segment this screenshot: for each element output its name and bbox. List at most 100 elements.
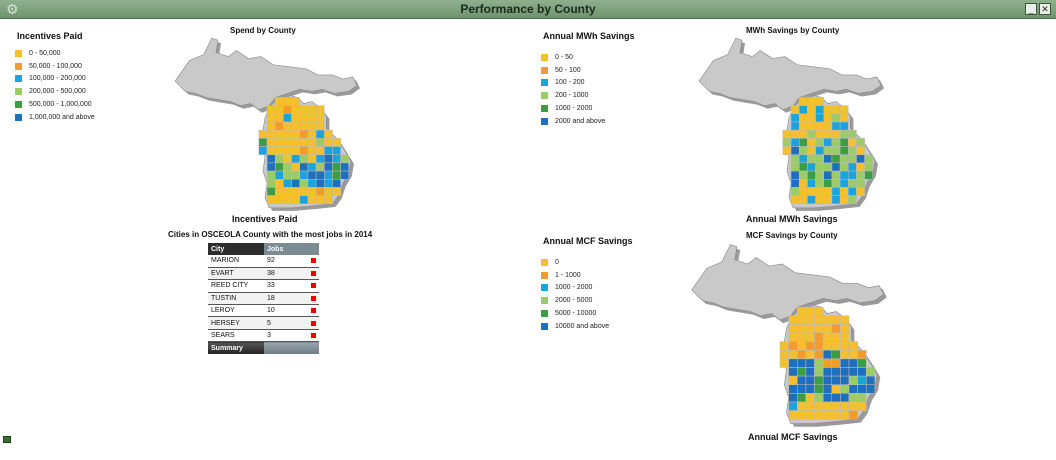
county-cell[interactable] xyxy=(807,154,816,164)
county-cell[interactable] xyxy=(839,113,849,123)
county-cell[interactable] xyxy=(848,367,858,377)
county-cell[interactable] xyxy=(839,146,849,155)
county-cell[interactable] xyxy=(814,332,824,342)
county-cell[interactable] xyxy=(805,367,815,377)
county-cell[interactable] xyxy=(848,384,858,394)
county-cell[interactable] xyxy=(299,121,309,131)
county-cell[interactable] xyxy=(848,349,858,360)
county-cell[interactable] xyxy=(274,154,284,164)
county-cell[interactable] xyxy=(822,349,833,360)
county-cell[interactable] xyxy=(805,332,815,342)
county-cell[interactable] xyxy=(822,401,833,411)
county-cell[interactable] xyxy=(798,154,808,164)
county-cell[interactable] xyxy=(324,146,333,155)
county-cell[interactable] xyxy=(815,154,825,164)
county-cell[interactable] xyxy=(814,375,824,386)
county-cell[interactable] xyxy=(814,358,824,368)
column-header-city[interactable]: City xyxy=(208,243,264,255)
county-cell[interactable] xyxy=(790,146,800,155)
county-cell[interactable] xyxy=(790,154,800,164)
county-cell[interactable] xyxy=(315,154,325,164)
county-cell[interactable] xyxy=(258,138,268,147)
close-button[interactable]: ✕ xyxy=(1039,3,1051,15)
county-cell[interactable] xyxy=(807,178,816,188)
county-cell[interactable] xyxy=(823,154,833,164)
county-cell[interactable] xyxy=(798,105,808,115)
county-cell[interactable] xyxy=(840,349,850,360)
county-cell[interactable] xyxy=(283,195,292,205)
county-cell[interactable] xyxy=(831,358,841,368)
county-cell[interactable] xyxy=(307,178,317,188)
county-cell[interactable] xyxy=(840,341,850,351)
county-cell[interactable] xyxy=(788,341,798,351)
county-cell[interactable] xyxy=(291,154,301,164)
county-cell[interactable] xyxy=(815,138,825,147)
county-cell[interactable] xyxy=(266,178,276,188)
county-cell[interactable] xyxy=(814,401,824,411)
county-cell[interactable] xyxy=(291,105,301,115)
county-cell[interactable] xyxy=(805,341,815,351)
county-cell[interactable] xyxy=(788,324,798,334)
county-cell[interactable] xyxy=(815,187,825,196)
county-cell[interactable] xyxy=(332,178,341,188)
county-cell[interactable] xyxy=(864,170,874,180)
county-cell[interactable] xyxy=(299,178,309,188)
county-cell[interactable] xyxy=(805,401,815,411)
county-cell[interactable] xyxy=(823,105,833,115)
county-cell[interactable] xyxy=(823,146,833,155)
county-cell[interactable] xyxy=(797,410,807,420)
county-cell[interactable] xyxy=(798,162,808,172)
county-cell[interactable] xyxy=(805,324,815,334)
county-cell[interactable] xyxy=(307,129,317,139)
county-cell[interactable] xyxy=(807,162,816,172)
county-cell[interactable] xyxy=(815,105,825,115)
county-cell[interactable] xyxy=(805,410,815,420)
county-cell[interactable] xyxy=(274,138,284,147)
county-cell[interactable] xyxy=(857,367,867,377)
county-cell[interactable] xyxy=(274,195,284,205)
county-cell[interactable] xyxy=(815,178,825,188)
county-cell[interactable] xyxy=(857,393,867,403)
county-cell[interactable] xyxy=(839,195,849,205)
county-cell[interactable] xyxy=(848,341,858,351)
county-cell[interactable] xyxy=(332,138,341,147)
county-cell[interactable] xyxy=(823,187,833,196)
county-cell[interactable] xyxy=(299,105,309,115)
county-cell[interactable] xyxy=(831,170,841,180)
county-cell[interactable] xyxy=(291,178,301,188)
county-cell[interactable] xyxy=(291,146,301,155)
county-cell[interactable] xyxy=(315,146,325,155)
county-cell[interactable] xyxy=(291,162,301,172)
county-cell[interactable] xyxy=(299,154,309,164)
county-cell[interactable] xyxy=(822,315,833,325)
county-cell[interactable] xyxy=(831,178,841,188)
county-cell[interactable] xyxy=(848,170,857,180)
county-cell[interactable] xyxy=(807,170,816,180)
county-cell[interactable] xyxy=(848,195,857,205)
county-cell[interactable] xyxy=(283,121,292,131)
county-cell[interactable] xyxy=(790,121,800,131)
county-cell[interactable] xyxy=(315,170,325,180)
county-cell[interactable] xyxy=(332,170,341,180)
county-cell[interactable] xyxy=(839,162,849,172)
county-cell[interactable] xyxy=(315,105,325,115)
county-cell[interactable] xyxy=(823,138,833,147)
county-cell[interactable] xyxy=(856,154,865,164)
county-cell[interactable] xyxy=(291,121,301,131)
county-cell[interactable] xyxy=(798,178,808,188)
county-cell[interactable] xyxy=(815,121,825,131)
county-cell[interactable] xyxy=(324,138,333,147)
county-cell[interactable] xyxy=(822,384,833,394)
county-cell[interactable] xyxy=(807,105,816,115)
county-cell[interactable] xyxy=(274,129,284,139)
county-cell[interactable] xyxy=(831,129,841,139)
county-cell[interactable] xyxy=(823,178,833,188)
county-cell[interactable] xyxy=(788,349,798,360)
county-cell[interactable] xyxy=(299,138,309,147)
county-cell[interactable] xyxy=(797,401,807,411)
county-cell[interactable] xyxy=(307,113,317,123)
county-cell[interactable] xyxy=(840,358,850,368)
table-row[interactable]: SEARS 3 xyxy=(208,329,319,343)
county-cell[interactable] xyxy=(307,105,317,115)
county-cell[interactable] xyxy=(291,129,301,139)
